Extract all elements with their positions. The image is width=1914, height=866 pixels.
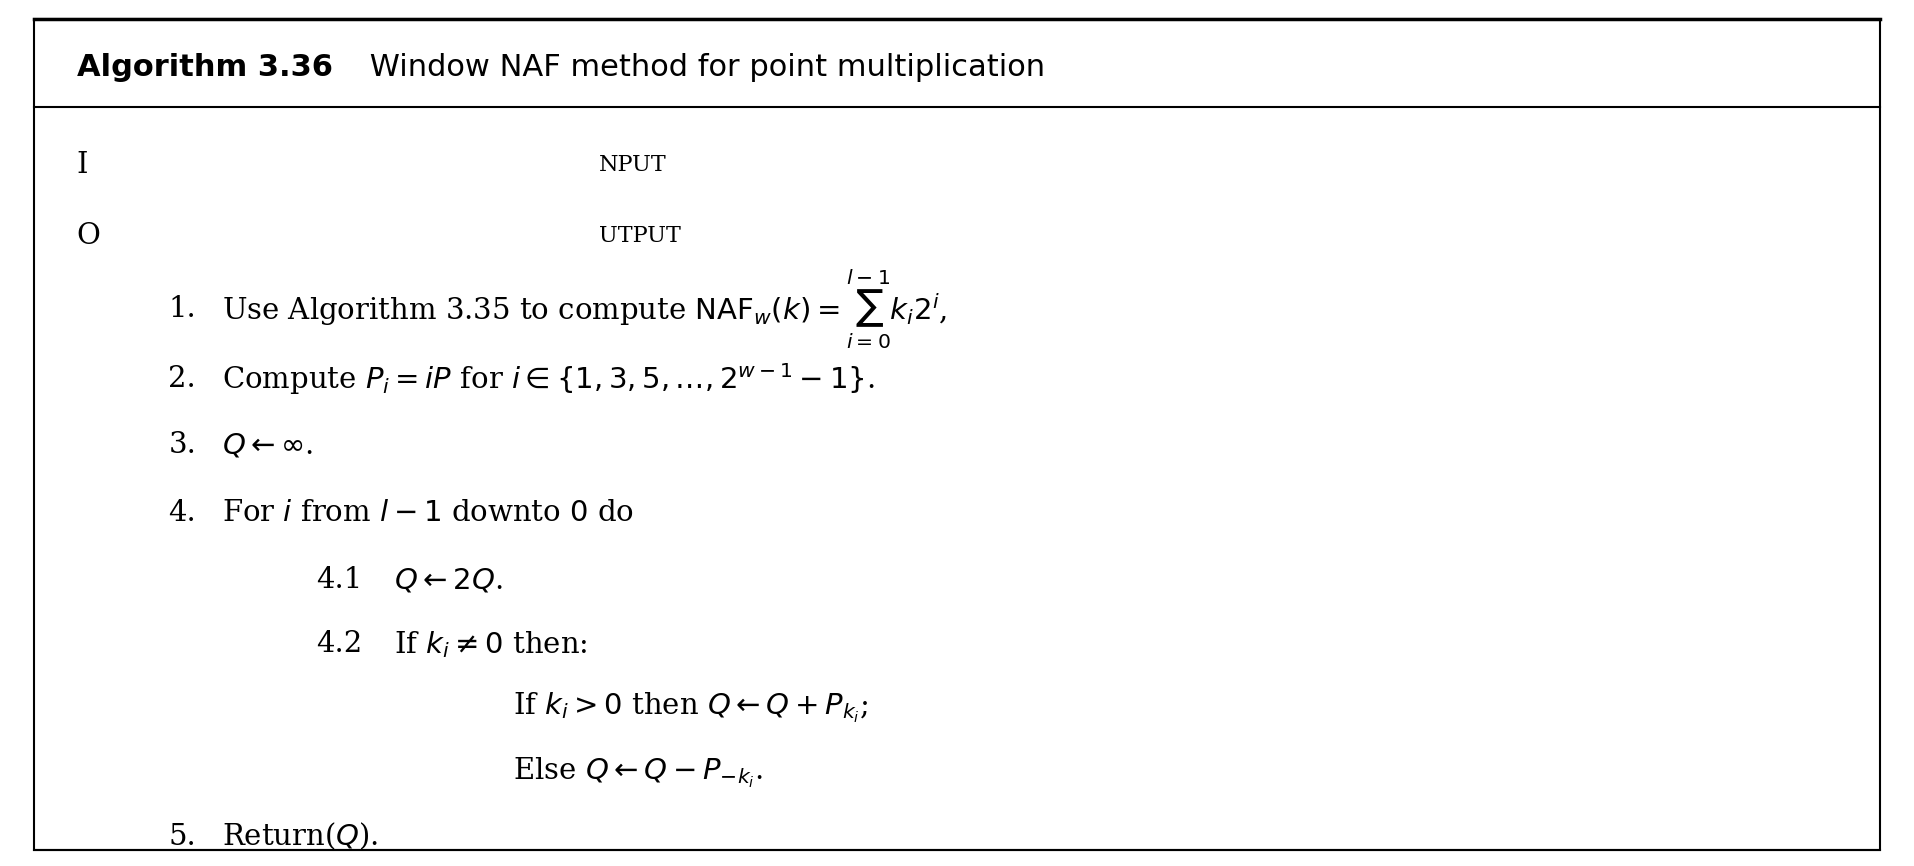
Text: NPUT: NPUT (599, 153, 666, 176)
Text: Compute $P_i = iP$ for $i \in \{1, 3, 5, \ldots, 2^{w-1}-1\}$.: Compute $P_i = iP$ for $i \in \{1, 3, 5,… (222, 361, 875, 397)
Text: 4.: 4. (168, 499, 195, 527)
Text: Else $Q \leftarrow Q - P_{-k_i}$.: Else $Q \leftarrow Q - P_{-k_i}$. (513, 755, 762, 790)
Text: Return($Q$).: Return($Q$). (222, 821, 379, 852)
Text: UTPUT: UTPUT (599, 224, 681, 247)
Text: If $k_i > 0$ then $Q \leftarrow Q + P_{k_i}$;: If $k_i > 0$ then $Q \leftarrow Q + P_{k… (513, 691, 869, 726)
Text: $Q \leftarrow \infty$.: $Q \leftarrow \infty$. (222, 431, 314, 459)
Text: 2.: 2. (168, 365, 195, 393)
Text: 3.: 3. (168, 431, 197, 459)
Text: Use Algorithm 3.35 to compute $\mathrm{NAF}_w(k) = \sum_{i=0}^{l-1} k_i 2^i$,: Use Algorithm 3.35 to compute $\mathrm{N… (222, 268, 947, 351)
Text: O: O (77, 222, 100, 249)
Text: 4.1: 4.1 (316, 566, 362, 594)
Text: 4.2: 4.2 (316, 630, 362, 658)
Text: 5.: 5. (168, 823, 195, 850)
Text: $Q \leftarrow 2Q$.: $Q \leftarrow 2Q$. (394, 566, 503, 594)
Text: 1.: 1. (168, 295, 195, 323)
Text: I: I (77, 151, 88, 178)
Text: Window NAF method for point multiplication: Window NAF method for point multiplicati… (360, 53, 1045, 82)
Text: Algorithm 3.36: Algorithm 3.36 (77, 53, 333, 82)
Text: If $k_i \neq 0$ then:: If $k_i \neq 0$ then: (394, 629, 588, 660)
Text: For $i$ from $l-1$ downto $0$ do: For $i$ from $l-1$ downto $0$ do (222, 499, 634, 527)
